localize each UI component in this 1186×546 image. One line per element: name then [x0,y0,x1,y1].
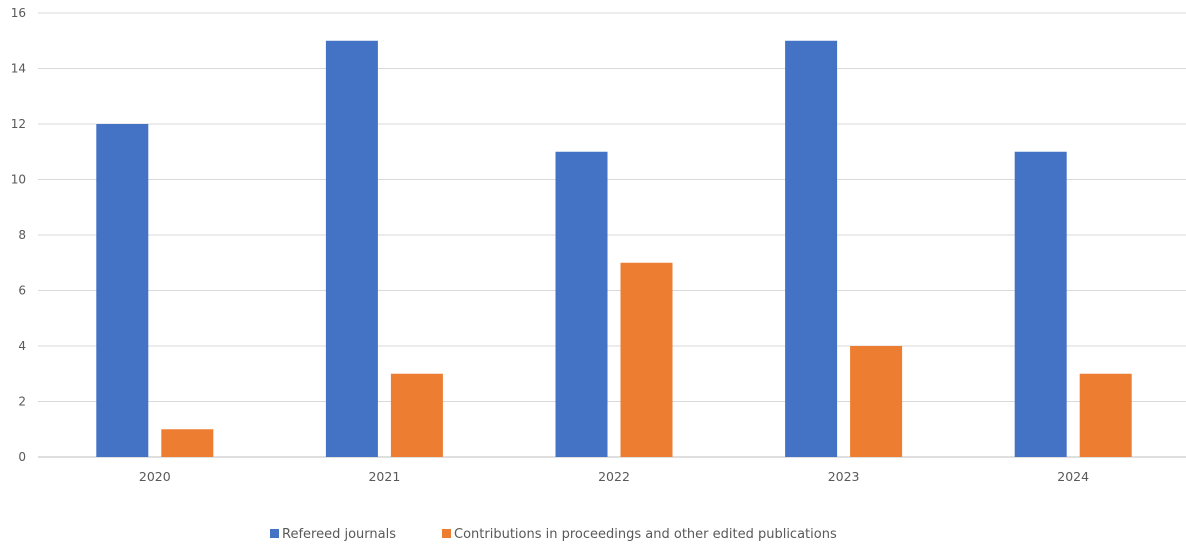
x-category-label: 2023 [828,469,860,484]
x-axis-category-labels: 2020 2021 2022 2023 2024 [139,469,1089,484]
x-category-label: 2022 [598,469,630,484]
y-tick-label: 8 [18,228,26,242]
bar-refereed-journals-2022 [555,151,608,457]
y-tick-label: 2 [18,395,26,409]
legend-swatch [442,529,451,538]
bar-refereed-journals-2024 [1014,151,1067,457]
legend-label: Refereed journals [282,527,396,542]
y-tick-label: 4 [18,339,26,353]
x-category-label: 2020 [139,469,171,484]
bar-contributions-2024 [1079,373,1132,457]
y-tick-label: 12 [11,117,26,131]
gridlines [38,12,1186,458]
bar-refereed-journals-2021 [325,40,378,457]
bar-refereed-journals-2023 [785,40,838,457]
bar-contributions-2023 [850,346,903,457]
y-tick-label: 6 [18,284,26,298]
legend: Refereed journals Contributions in procee… [270,527,837,542]
x-category-label: 2021 [368,469,400,484]
bar-contributions-2021 [390,373,443,457]
bar-contributions-2022 [620,262,673,457]
bar-contributions-2020 [161,429,214,457]
x-category-label: 2024 [1057,469,1089,484]
bar-refereed-journals-2020 [96,124,149,457]
bars [96,40,1132,457]
y-axis-tick-labels: 0 2 4 6 8 10 12 14 16 [11,6,26,464]
legend-label: Contributions in proceedings and other e… [454,527,837,542]
y-tick-label: 10 [11,173,26,187]
y-tick-label: 16 [11,6,26,20]
legend-swatch [270,529,279,538]
y-tick-label: 14 [11,62,26,76]
y-tick-label: 0 [18,450,26,464]
